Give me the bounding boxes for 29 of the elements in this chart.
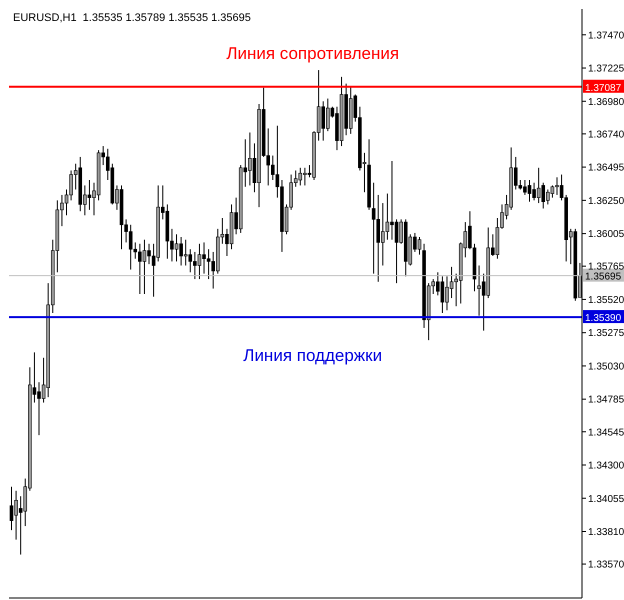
ref-line-label: 1.37087 [585,82,622,94]
y-tick-label: 1.37225 [588,64,624,75]
y-tick-label: 1.34545 [588,427,624,438]
candlestick [376,194,380,282]
y-tick-label: 1.37470 [588,30,624,42]
ref-line-label: 1.35695 [585,272,622,283]
y-tick-label: 1.34300 [588,460,624,472]
candlestick [541,182,546,209]
y-tick-label: 1.35275 [588,328,624,340]
y-tick-label: 1.36250 [588,196,624,207]
y-tick-label: 1.34785 [588,394,624,406]
y-tick-label: 1.33570 [588,560,624,571]
candlestick [298,167,302,186]
annotation: Линия поддержки [243,346,382,366]
y-tick-label: 1.35030 [588,361,624,372]
candlestick [326,98,330,132]
candlestick [321,100,326,142]
y-tick-label: 1.36495 [588,162,624,174]
y-tick-label: 1.35520 [588,294,624,306]
y-tick-label: 1.36740 [588,129,624,140]
annotation: Линия сопротивления [226,44,400,63]
y-tick-label: 1.33810 [588,527,624,538]
candlestick [188,248,192,273]
y-tick-label: 1.36980 [588,96,624,108]
y-tick-label: 1.36005 [588,229,624,240]
chart-title: EURUSD,H1 1.35535 1.35789 1.35535 1.35695 [13,12,251,24]
y-tick-label: 1.34055 [588,494,624,505]
y-tick-label: 1.35765 [588,262,624,273]
ref-line-label: 1.35390 [585,313,622,324]
